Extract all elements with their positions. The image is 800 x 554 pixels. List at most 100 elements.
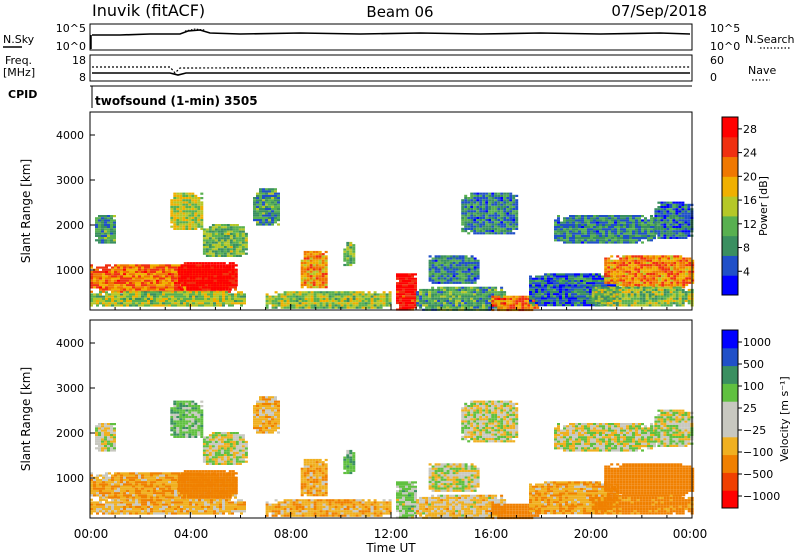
power-cell	[547, 293, 550, 296]
power-cell	[635, 232, 638, 235]
power-cell	[482, 212, 486, 215]
power-cell	[324, 286, 328, 289]
power-cell	[120, 275, 123, 278]
power-cell	[565, 284, 568, 287]
power-cell	[129, 295, 132, 298]
power-cell	[346, 304, 350, 307]
power-cell	[641, 228, 644, 231]
power-cell	[104, 226, 107, 229]
power-cell	[411, 301, 414, 305]
power-cell	[473, 306, 477, 309]
power-cell	[678, 217, 682, 220]
power-cell	[574, 273, 577, 276]
power-cell	[129, 284, 132, 287]
power-cell	[159, 273, 162, 276]
power-cell	[640, 261, 644, 265]
power-cell	[241, 226, 245, 229]
power-cell	[222, 266, 226, 269]
power-cell	[434, 268, 438, 271]
power-cell	[635, 230, 638, 233]
power-cell	[569, 228, 572, 231]
power-cell	[550, 288, 553, 291]
power-cell	[217, 224, 221, 227]
power-cell	[259, 203, 262, 206]
power-cell	[328, 300, 332, 303]
power-cell	[422, 302, 426, 305]
power-cell	[664, 275, 668, 278]
power-cell	[458, 299, 462, 303]
power-cell	[138, 286, 141, 289]
power-cell	[168, 270, 171, 274]
power-cell	[614, 232, 617, 235]
power-cell	[195, 300, 198, 303]
power-cell	[303, 277, 307, 280]
power-cell	[676, 277, 680, 280]
frequency-panel: Freq. [MHz] 18 8 60 0 Nave	[3, 54, 776, 84]
power-cell	[608, 217, 611, 220]
power-cell	[593, 241, 596, 244]
power-cell	[458, 266, 462, 269]
power-cell	[265, 300, 269, 303]
power-cell	[201, 262, 205, 265]
power-cell	[192, 284, 196, 287]
power-cell	[479, 291, 483, 294]
power-cell	[431, 270, 435, 273]
power-cell	[678, 210, 682, 213]
power-cell	[207, 266, 211, 269]
power-cell	[428, 268, 432, 271]
power-cell	[491, 227, 495, 230]
power-cell	[657, 210, 661, 213]
power-cell	[476, 212, 480, 215]
power-cell	[188, 214, 192, 217]
power-cell	[547, 304, 550, 307]
power-cell	[408, 277, 411, 280]
power-cell	[663, 228, 667, 231]
power-cell	[111, 297, 114, 300]
power-cell	[560, 223, 563, 226]
power-cell	[156, 304, 159, 307]
power-cell	[691, 281, 695, 284]
power-cell	[491, 302, 495, 305]
power-cell	[605, 221, 608, 224]
power-cell	[625, 277, 629, 280]
power-cell	[440, 275, 444, 278]
power-cell	[141, 302, 144, 305]
power-cell	[664, 261, 668, 265]
power-cell	[654, 232, 658, 235]
power-cell	[673, 266, 677, 269]
power-cell	[488, 230, 492, 233]
power-cell	[343, 259, 347, 262]
freq-right-tick-bottom: 0	[710, 71, 717, 84]
power-cell	[509, 295, 513, 298]
power-cell	[277, 293, 281, 296]
power-cell	[569, 221, 572, 224]
power-cell	[144, 302, 147, 305]
power-cell	[488, 299, 492, 303]
power-cell	[202, 237, 206, 240]
power-cell	[102, 288, 105, 291]
power-cell	[673, 255, 677, 258]
power-cell	[547, 290, 550, 294]
power-cell	[132, 300, 135, 303]
power-cell	[95, 217, 98, 220]
power-cell	[138, 279, 141, 282]
power-cell	[646, 279, 650, 282]
power-cell	[186, 288, 190, 291]
power-cell	[612, 297, 616, 300]
power-cell	[274, 297, 278, 300]
power-cell	[150, 279, 153, 282]
power-cell	[189, 275, 193, 278]
power-cell	[277, 212, 280, 215]
power-cell	[334, 302, 338, 305]
power-cell	[512, 221, 516, 224]
power-cell	[274, 221, 277, 224]
power-cell	[173, 201, 177, 204]
power-cell	[598, 277, 601, 280]
power-cell	[306, 253, 310, 256]
power-cell	[602, 223, 605, 226]
power-cell	[222, 264, 226, 267]
power-cell	[580, 286, 583, 289]
power-cell	[99, 277, 102, 280]
power-cell	[583, 275, 586, 278]
power-cell	[237, 293, 240, 296]
